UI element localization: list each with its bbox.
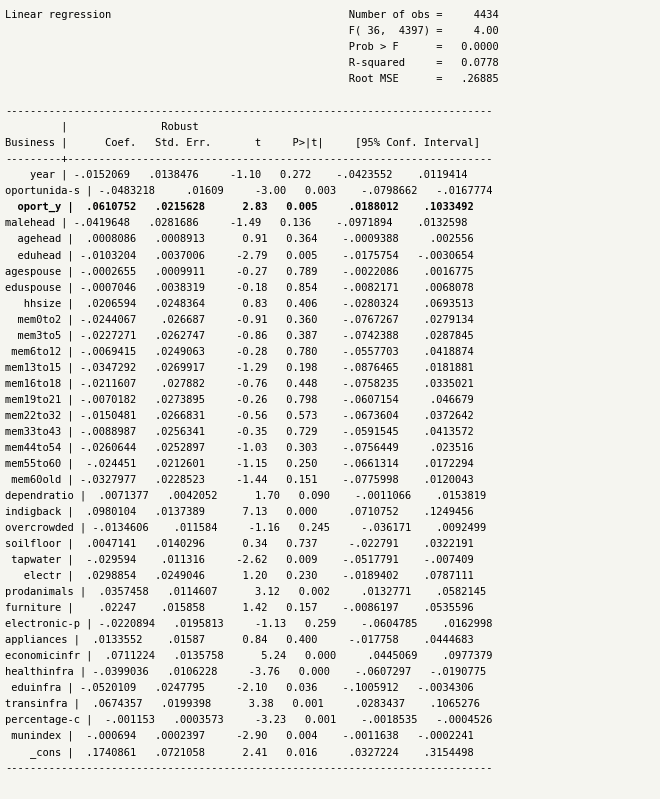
Text: percentage-c |  -.001153   .0003573     -3.23   0.001    -.0018535   -.0004526: percentage-c | -.001153 .0003573 -3.23 0…: [5, 715, 493, 725]
Text: mem19to21 | -.0070182   .0273895     -0.26   0.798    -.0607154     .046679: mem19to21 | -.0070182 .0273895 -0.26 0.7…: [5, 394, 474, 405]
Text: Business |      Coef.   Std. Err.       t     P>|t|     [95% Conf. Interval]: Business | Coef. Std. Err. t P>|t| [95% …: [5, 137, 480, 149]
Text: tapwater |  -.029594    .011316     -2.62   0.009    -.0517791    -.007409: tapwater | -.029594 .011316 -2.62 0.009 …: [5, 555, 474, 565]
Text: |               Robust: | Robust: [5, 121, 199, 133]
Text: mem13to15 | -.0347292   .0269917     -1.29   0.198    -.0876465    .0181881: mem13to15 | -.0347292 .0269917 -1.29 0.1…: [5, 362, 474, 372]
Text: eduspouse | -.0007046   .0038319     -0.18   0.854    -.0082171    .0068078: eduspouse | -.0007046 .0038319 -0.18 0.8…: [5, 282, 474, 292]
Text: transinfra |  .0674357   .0199398      3.38   0.001     .0283437    .1065276: transinfra | .0674357 .0199398 3.38 0.00…: [5, 699, 480, 710]
Text: mem33to43 | -.0088987   .0256341     -0.35   0.729    -.0591545    .0413572: mem33to43 | -.0088987 .0256341 -0.35 0.7…: [5, 427, 474, 437]
Text: F( 36,  4397) =     4.00: F( 36, 4397) = 4.00: [5, 26, 499, 36]
Text: mem3to5 | -.0227271   .0262747     -0.86   0.387    -.0742388    .0287845: mem3to5 | -.0227271 .0262747 -0.86 0.387…: [5, 330, 474, 340]
Text: eduhead | -.0103204   .0037006     -2.79   0.005    -.0175754   -.0030654: eduhead | -.0103204 .0037006 -2.79 0.005…: [5, 250, 474, 260]
Text: indigback |  .0980104   .0137389      7.13   0.000     .0710752    .1249456: indigback | .0980104 .0137389 7.13 0.000…: [5, 507, 474, 517]
Text: Prob > F      =   0.0000: Prob > F = 0.0000: [5, 42, 499, 52]
Text: Linear regression                                      Number of obs =     4434: Linear regression Number of obs = 4434: [5, 10, 499, 20]
Text: mem60old | -.0327977   .0228523     -1.44   0.151    -.0775998    .0120043: mem60old | -.0327977 .0228523 -1.44 0.15…: [5, 475, 474, 485]
Text: eduinfra | -.0520109   .0247795     -2.10   0.036    -.1005912   -.0034306: eduinfra | -.0520109 .0247795 -2.10 0.03…: [5, 683, 474, 694]
Text: year | -.0152069   .0138476     -1.10   0.272    -.0423552    .0119414: year | -.0152069 .0138476 -1.10 0.272 -.…: [5, 170, 468, 181]
Text: electr |  .0298854   .0249046      1.20   0.230    -.0189402    .0787111: electr | .0298854 .0249046 1.20 0.230 -.…: [5, 570, 474, 581]
Text: prodanimals |  .0357458   .0114607      3.12   0.002     .0132771    .0582145: prodanimals | .0357458 .0114607 3.12 0.0…: [5, 586, 486, 597]
Text: mem16to18 | -.0211607    .027882     -0.76   0.448    -.0758235    .0335021: mem16to18 | -.0211607 .027882 -0.76 0.44…: [5, 378, 474, 389]
Text: oport_y |  .0610752   .0215628      2.83   0.005     .0188012    .1033492: oport_y | .0610752 .0215628 2.83 0.005 .…: [5, 202, 474, 213]
Text: mem0to2 | -.0244067    .026687     -0.91   0.360    -.0767267    .0279134: mem0to2 | -.0244067 .026687 -0.91 0.360 …: [5, 314, 474, 324]
Text: agespouse | -.0002655   .0009911     -0.27   0.789    -.0022086    .0016775: agespouse | -.0002655 .0009911 -0.27 0.7…: [5, 266, 474, 276]
Text: soilfloor |  .0047141   .0140296      0.34   0.737     -.022791    .0322191: soilfloor | .0047141 .0140296 0.34 0.737…: [5, 539, 474, 549]
Text: furniture |    .02247    .015858      1.42   0.157    -.0086197    .0535596: furniture | .02247 .015858 1.42 0.157 -.…: [5, 602, 474, 613]
Text: oportunida-s | -.0483218     .01609     -3.00   0.003    -.0798662   -.0167774: oportunida-s | -.0483218 .01609 -3.00 0.…: [5, 186, 493, 197]
Text: electronic-p | -.0220894   .0195813     -1.13   0.259    -.0604785    .0162998: electronic-p | -.0220894 .0195813 -1.13 …: [5, 618, 493, 629]
Text: mem44to54 | -.0260644   .0252897     -1.03   0.303    -.0756449     .023516: mem44to54 | -.0260644 .0252897 -1.03 0.3…: [5, 443, 474, 453]
Text: _cons |  .1740861   .0721058      2.41   0.016     .0327224    .3154498: _cons | .1740861 .0721058 2.41 0.016 .03…: [5, 747, 474, 757]
Text: ------------------------------------------------------------------------------: ----------------------------------------…: [5, 763, 493, 773]
Text: overcrowded | -.0134606    .011584     -1.16   0.245     -.036171    .0092499: overcrowded | -.0134606 .011584 -1.16 0.…: [5, 523, 486, 533]
Text: mem22to32 | -.0150481   .0266831     -0.56   0.573    -.0673604    .0372642: mem22to32 | -.0150481 .0266831 -0.56 0.5…: [5, 411, 474, 421]
Text: ------------------------------------------------------------------------------: ----------------------------------------…: [5, 105, 493, 116]
Text: mem55to60 |  -.024451   .0212601     -1.15   0.250    -.0661314    .0172294: mem55to60 | -.024451 .0212601 -1.15 0.25…: [5, 459, 474, 469]
Text: hhsize |  .0206594   .0248364      0.83   0.406    -.0280324    .0693513: hhsize | .0206594 .0248364 0.83 0.406 -.…: [5, 298, 474, 308]
Text: mem6to12 | -.0069415   .0249063     -0.28   0.780    -.0557703    .0418874: mem6to12 | -.0069415 .0249063 -0.28 0.78…: [5, 346, 474, 356]
Text: Root MSE      =   .26885: Root MSE = .26885: [5, 74, 499, 84]
Text: appliances |  .0133552    .01587      0.84   0.400     -.017758    .0444683: appliances | .0133552 .01587 0.84 0.400 …: [5, 634, 474, 646]
Text: munindex |  -.000694   .0002397     -2.90   0.004    -.0011638   -.0002241: munindex | -.000694 .0002397 -2.90 0.004…: [5, 731, 474, 741]
Text: R-squared     =   0.0778: R-squared = 0.0778: [5, 58, 499, 68]
Text: dependratio |  .0071377   .0042052      1.70   0.090    -.0011066    .0153819: dependratio | .0071377 .0042052 1.70 0.0…: [5, 491, 486, 501]
Text: economicinfr |  .0711224   .0135758      5.24   0.000     .0445069    .0977379: economicinfr | .0711224 .0135758 5.24 0.…: [5, 650, 493, 662]
Text: healthinfra | -.0399036   .0106228     -3.76   0.000    -.0607297   -.0190775: healthinfra | -.0399036 .0106228 -3.76 0…: [5, 667, 486, 678]
Text: agehead |  .0008086   .0008913      0.91   0.364    -.0009388     .002556: agehead | .0008086 .0008913 0.91 0.364 -…: [5, 234, 474, 244]
Text: malehead | -.0419648   .0281686     -1.49   0.136    -.0971894    .0132598: malehead | -.0419648 .0281686 -1.49 0.13…: [5, 218, 468, 229]
Text: ---------+--------------------------------------------------------------------: ---------+------------------------------…: [5, 154, 493, 164]
